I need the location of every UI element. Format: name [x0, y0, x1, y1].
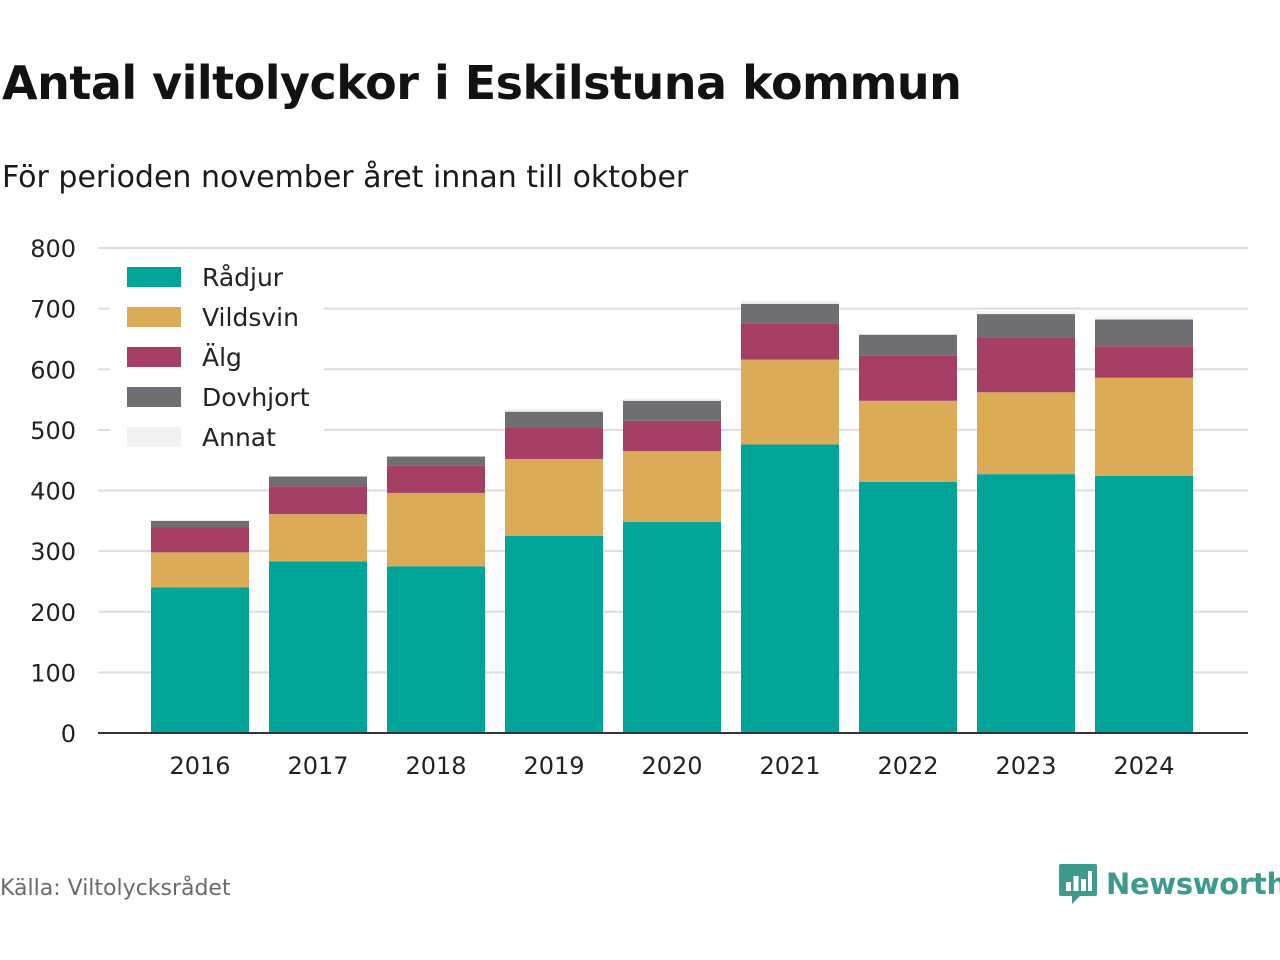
bar-segment-vildsvin [859, 400, 957, 483]
bar-segment-vildsvin [269, 514, 367, 562]
x-tick-label: 2019 [523, 752, 584, 780]
legend-swatch-rådjur [127, 267, 181, 287]
bar-segment-rådjur [151, 587, 249, 733]
bar-segment-älg [269, 486, 367, 515]
bar-segment-vildsvin [151, 552, 249, 588]
bar-segment-älg [977, 337, 1075, 393]
legend-swatch-älg [127, 347, 181, 367]
legend-swatch-vildsvin [127, 307, 181, 327]
bar-segment-annat [977, 311, 1075, 315]
bar-segment-älg [387, 465, 485, 493]
x-tick-label: 2021 [759, 752, 820, 780]
bar-segment-dovhjort [505, 411, 603, 428]
bar-segment-annat [505, 408, 603, 412]
bar-segment-vildsvin [741, 359, 839, 445]
y-tick-label: 300 [30, 538, 76, 566]
bar-segment-dovhjort [977, 314, 1075, 338]
bar-segment-vildsvin [387, 492, 485, 567]
legend-label: Annat [202, 423, 276, 452]
bar-segment-rådjur [859, 482, 957, 733]
bar-segment-dovhjort [151, 520, 249, 528]
x-tick-label: 2022 [877, 752, 938, 780]
x-tick-label: 2018 [405, 752, 466, 780]
bar-segment-annat [623, 398, 721, 401]
y-tick-label: 700 [30, 296, 76, 324]
bar-segment-annat [151, 520, 249, 521]
bar-segment-dovhjort [1095, 319, 1193, 347]
bar-segment-vildsvin [623, 451, 721, 523]
bar-segment-älg [623, 420, 721, 452]
source-note: Källa: Viltolycksrådet [0, 876, 231, 901]
bar-chart-logo-icon [1059, 864, 1097, 904]
chart-title: Antal viltolyckor i Eskilstuna kommun [2, 56, 962, 110]
bar-segment-dovhjort [741, 303, 839, 324]
bar-segment-älg [741, 323, 839, 360]
x-tick-label: 2023 [995, 752, 1056, 780]
brand-name: Newsworthy [1106, 867, 1280, 901]
y-tick-label: 0 [61, 720, 76, 748]
bar-segment-annat [1095, 317, 1193, 320]
y-tick-label: 600 [30, 356, 76, 384]
y-tick-label: 100 [30, 659, 76, 687]
y-tick-label: 400 [30, 478, 76, 506]
bar-segment-vildsvin [505, 458, 603, 536]
x-tick-label: 2017 [287, 752, 348, 780]
y-tick-label: 200 [30, 599, 76, 627]
x-axis-ticks: 2016 2017 2018 2019 2020 2021 2022 2023 2024 [169, 752, 1174, 780]
bar-segment-rådjur [505, 535, 603, 733]
bar-segment-älg [505, 427, 603, 459]
x-tick-label: 2024 [1113, 752, 1174, 780]
bar-segment-rådjur [977, 474, 1075, 733]
bar-segment-dovhjort [859, 334, 957, 356]
bar-segment-älg [151, 527, 249, 553]
bar-segment-annat [859, 333, 957, 335]
bar-segment-vildsvin [1095, 377, 1193, 476]
bar-segment-annat [387, 455, 485, 457]
bar-segment-vildsvin [977, 392, 1075, 475]
bar-segment-dovhjort [623, 400, 721, 421]
legend: Rådjur Vildsvin Älg Dovhjort Annat [110, 256, 324, 460]
legend-label: Dovhjort [202, 383, 310, 412]
chart-subtitle: För perioden november året innan till ok… [2, 160, 689, 195]
legend-swatch-annat [127, 427, 181, 447]
bars [151, 300, 1193, 733]
legend-label: Älg [202, 343, 242, 372]
bar-segment-annat [269, 475, 367, 477]
bar-segment-rådjur [623, 522, 721, 733]
bar-segment-älg [859, 355, 957, 401]
bar-segment-dovhjort [387, 456, 485, 466]
bar-segment-dovhjort [269, 476, 367, 487]
legend-swatch-dovhjort [127, 387, 181, 407]
legend-label: Vildsvin [202, 303, 299, 332]
bar-segment-annat [741, 300, 839, 304]
bar-segment-älg [1095, 346, 1193, 378]
bar-segment-rådjur [387, 566, 485, 733]
x-tick-label: 2016 [169, 752, 230, 780]
bar-segment-rådjur [269, 561, 367, 733]
bar-segment-rådjur [1095, 475, 1193, 733]
y-tick-label: 800 [30, 235, 76, 263]
x-tick-label: 2020 [641, 752, 702, 780]
brand: Newsworthy [1058, 862, 1280, 906]
y-tick-label: 500 [30, 417, 76, 445]
y-axis-ticks: 0 100 200 300 400 500 600 700 800 [30, 235, 76, 748]
bar-segment-rådjur [741, 444, 839, 733]
legend-label: Rådjur [202, 263, 284, 292]
